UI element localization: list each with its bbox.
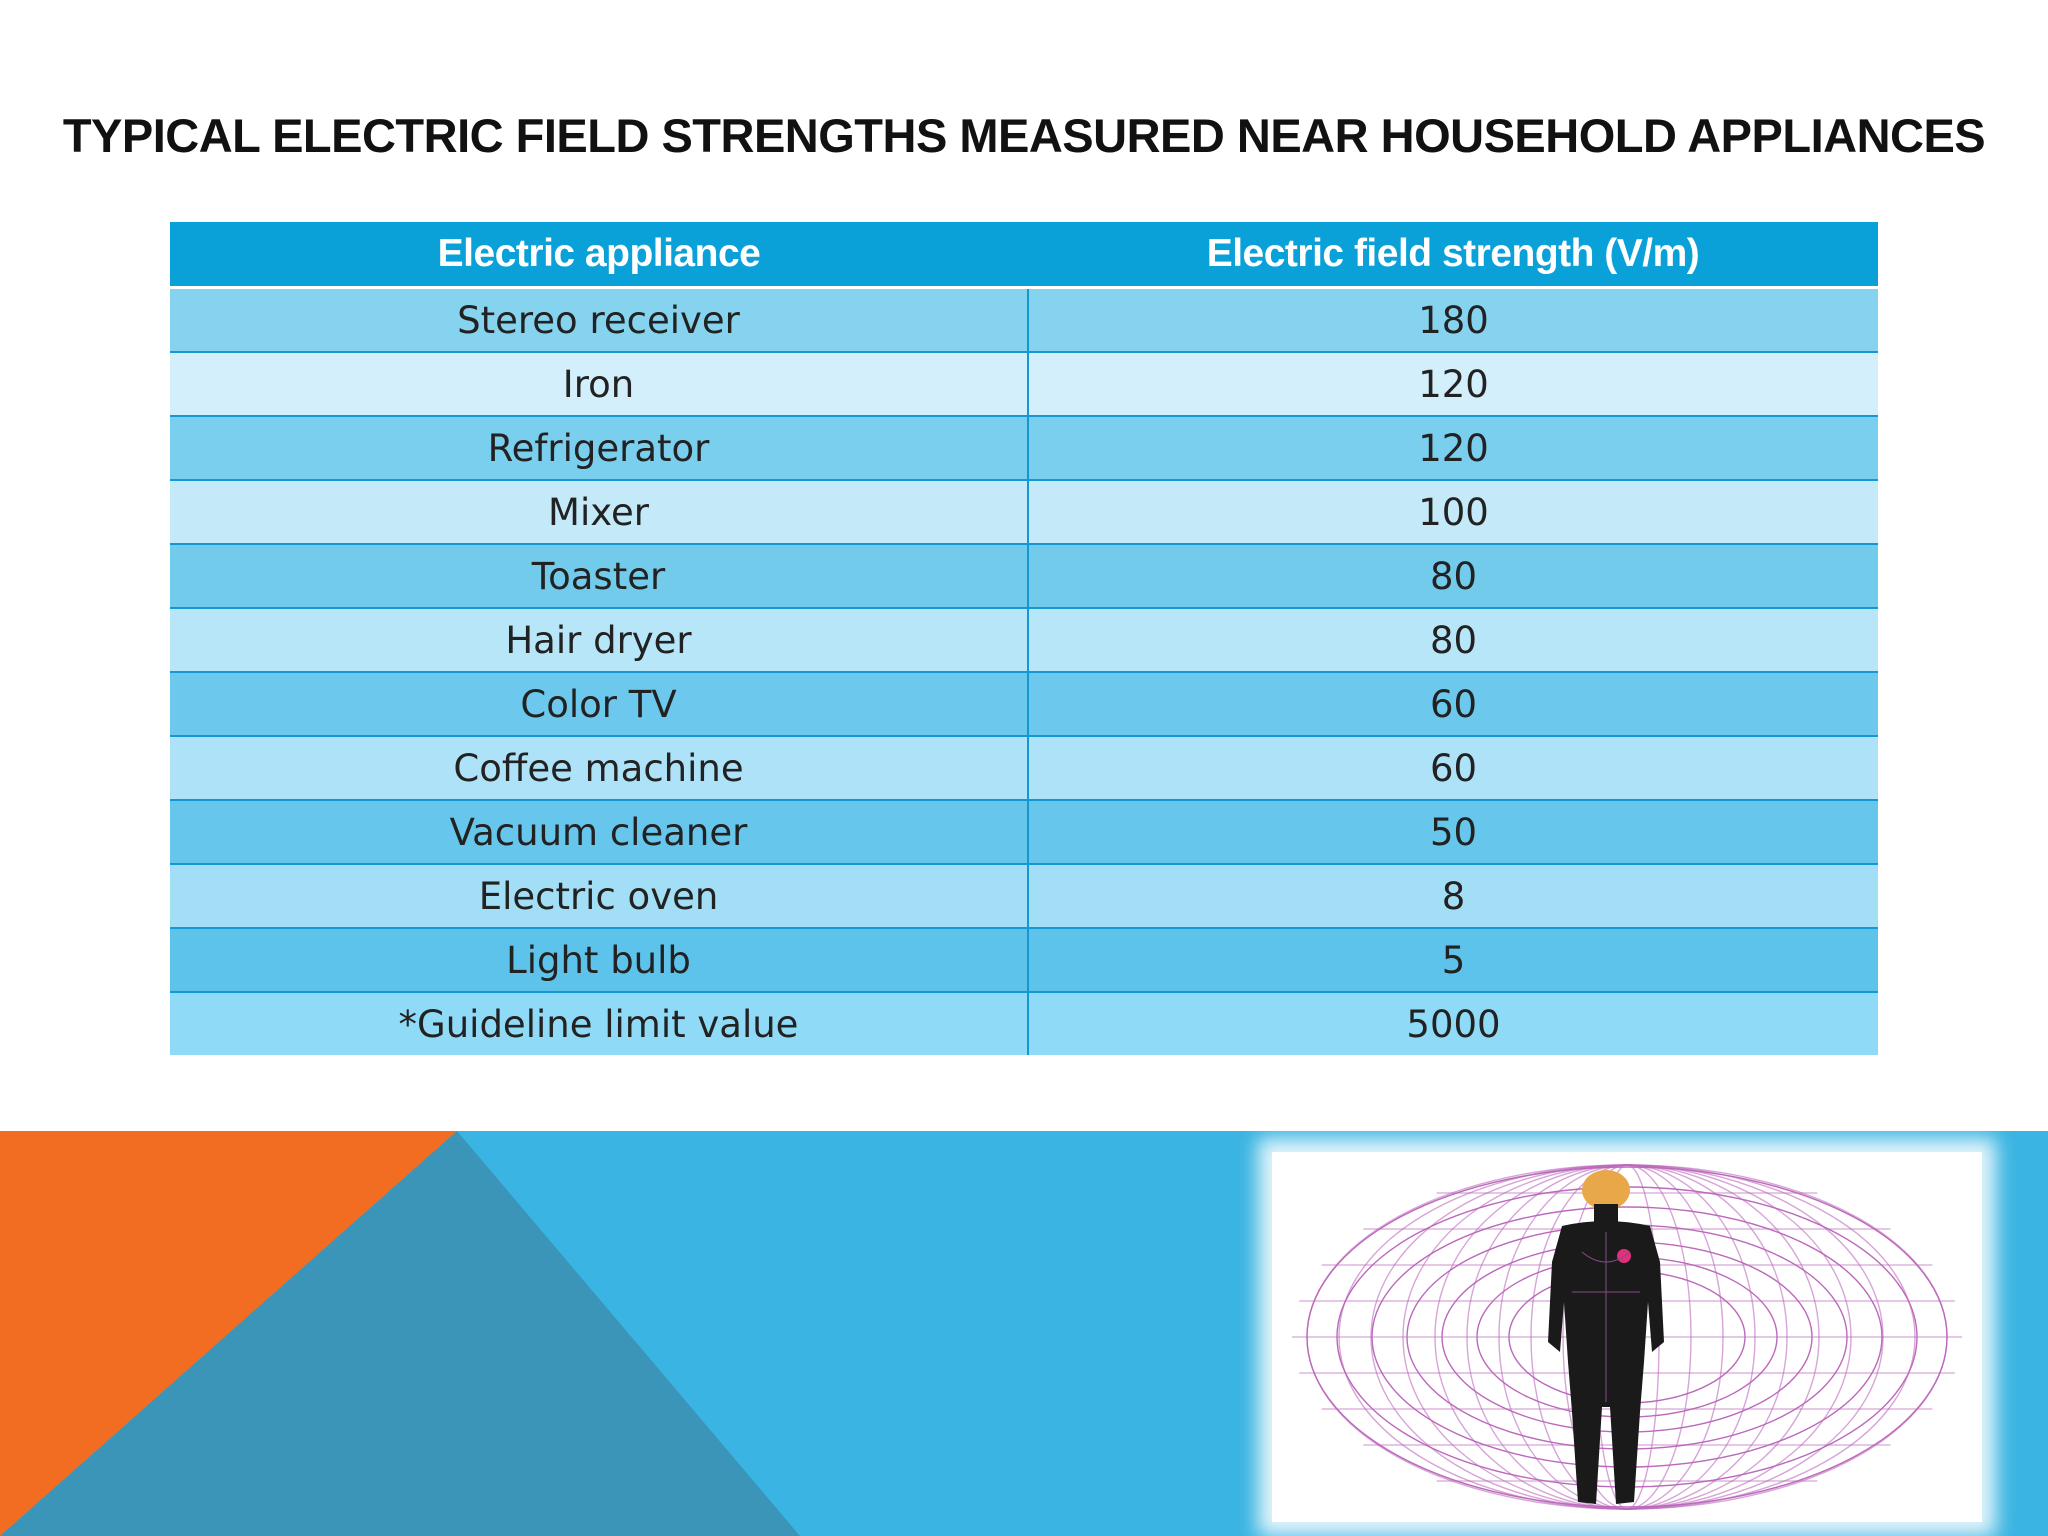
table-row: Color TV 60 [170,671,1878,736]
cell-appliance: Refrigerator [170,415,1029,480]
appliance-table-container: Electric appliance Electric field streng… [170,222,1878,1055]
cell-strength: 120 [1028,351,1878,416]
table-row: Coffee machine 60 [170,735,1878,800]
slide-title: TYPICAL ELECTRIC FIELD STRENGTHS MEASURE… [62,109,1986,162]
cell-strength: 180 [1028,286,1878,352]
table-row: *Guideline limit value 5000 [170,991,1878,1055]
table-row: Iron 120 [170,351,1878,416]
cell-appliance: Mixer [170,479,1029,544]
column-header-appliance: Electric appliance [170,222,1028,289]
table-row: Mixer 100 [170,479,1878,544]
corner-triangles-graphic [0,1131,800,1536]
table-row: Vacuum cleaner 50 [170,799,1878,864]
cell-appliance: *Guideline limit value [170,991,1029,1055]
cell-appliance: Vacuum cleaner [170,799,1029,864]
cell-strength: 120 [1028,415,1878,480]
cell-appliance: Coffee machine [170,735,1029,800]
appliance-table: Electric appliance Electric field streng… [170,222,1878,1055]
table-row: Stereo receiver 180 [170,286,1878,352]
cell-appliance: Toaster [170,543,1029,608]
column-header-strength: Electric field strength (V/m) [1028,222,1878,289]
cell-strength: 5000 [1028,991,1878,1055]
table-row: Light bulb 5 [170,927,1878,992]
table-row: Toaster 80 [170,543,1878,608]
cell-strength: 8 [1028,863,1878,928]
cell-strength: 60 [1028,671,1878,736]
cell-strength: 50 [1028,799,1878,864]
table-header-row: Electric appliance Electric field streng… [170,222,1878,289]
cell-appliance: Iron [170,351,1029,416]
cell-strength: 60 [1028,735,1878,800]
human-silhouette-icon [1548,1170,1664,1504]
cell-appliance: Light bulb [170,927,1029,992]
cell-strength: 100 [1028,479,1878,544]
steel-blue-triangle [0,1131,800,1536]
body-field-illustration [1272,1152,1982,1522]
cell-appliance: Stereo receiver [170,286,1029,352]
cell-appliance: Color TV [170,671,1029,736]
table-row: Refrigerator 120 [170,415,1878,480]
table-row: Electric oven 8 [170,863,1878,928]
table-row: Hair dryer 80 [170,607,1878,672]
cell-strength: 80 [1028,607,1878,672]
field-meridian [1306,1164,1948,1510]
cell-strength: 5 [1028,927,1878,992]
electromagnetic-field-body-image [1292,1164,1962,1510]
cell-appliance: Hair dryer [170,607,1029,672]
cell-appliance: Electric oven [170,863,1029,928]
cell-strength: 80 [1028,543,1878,608]
